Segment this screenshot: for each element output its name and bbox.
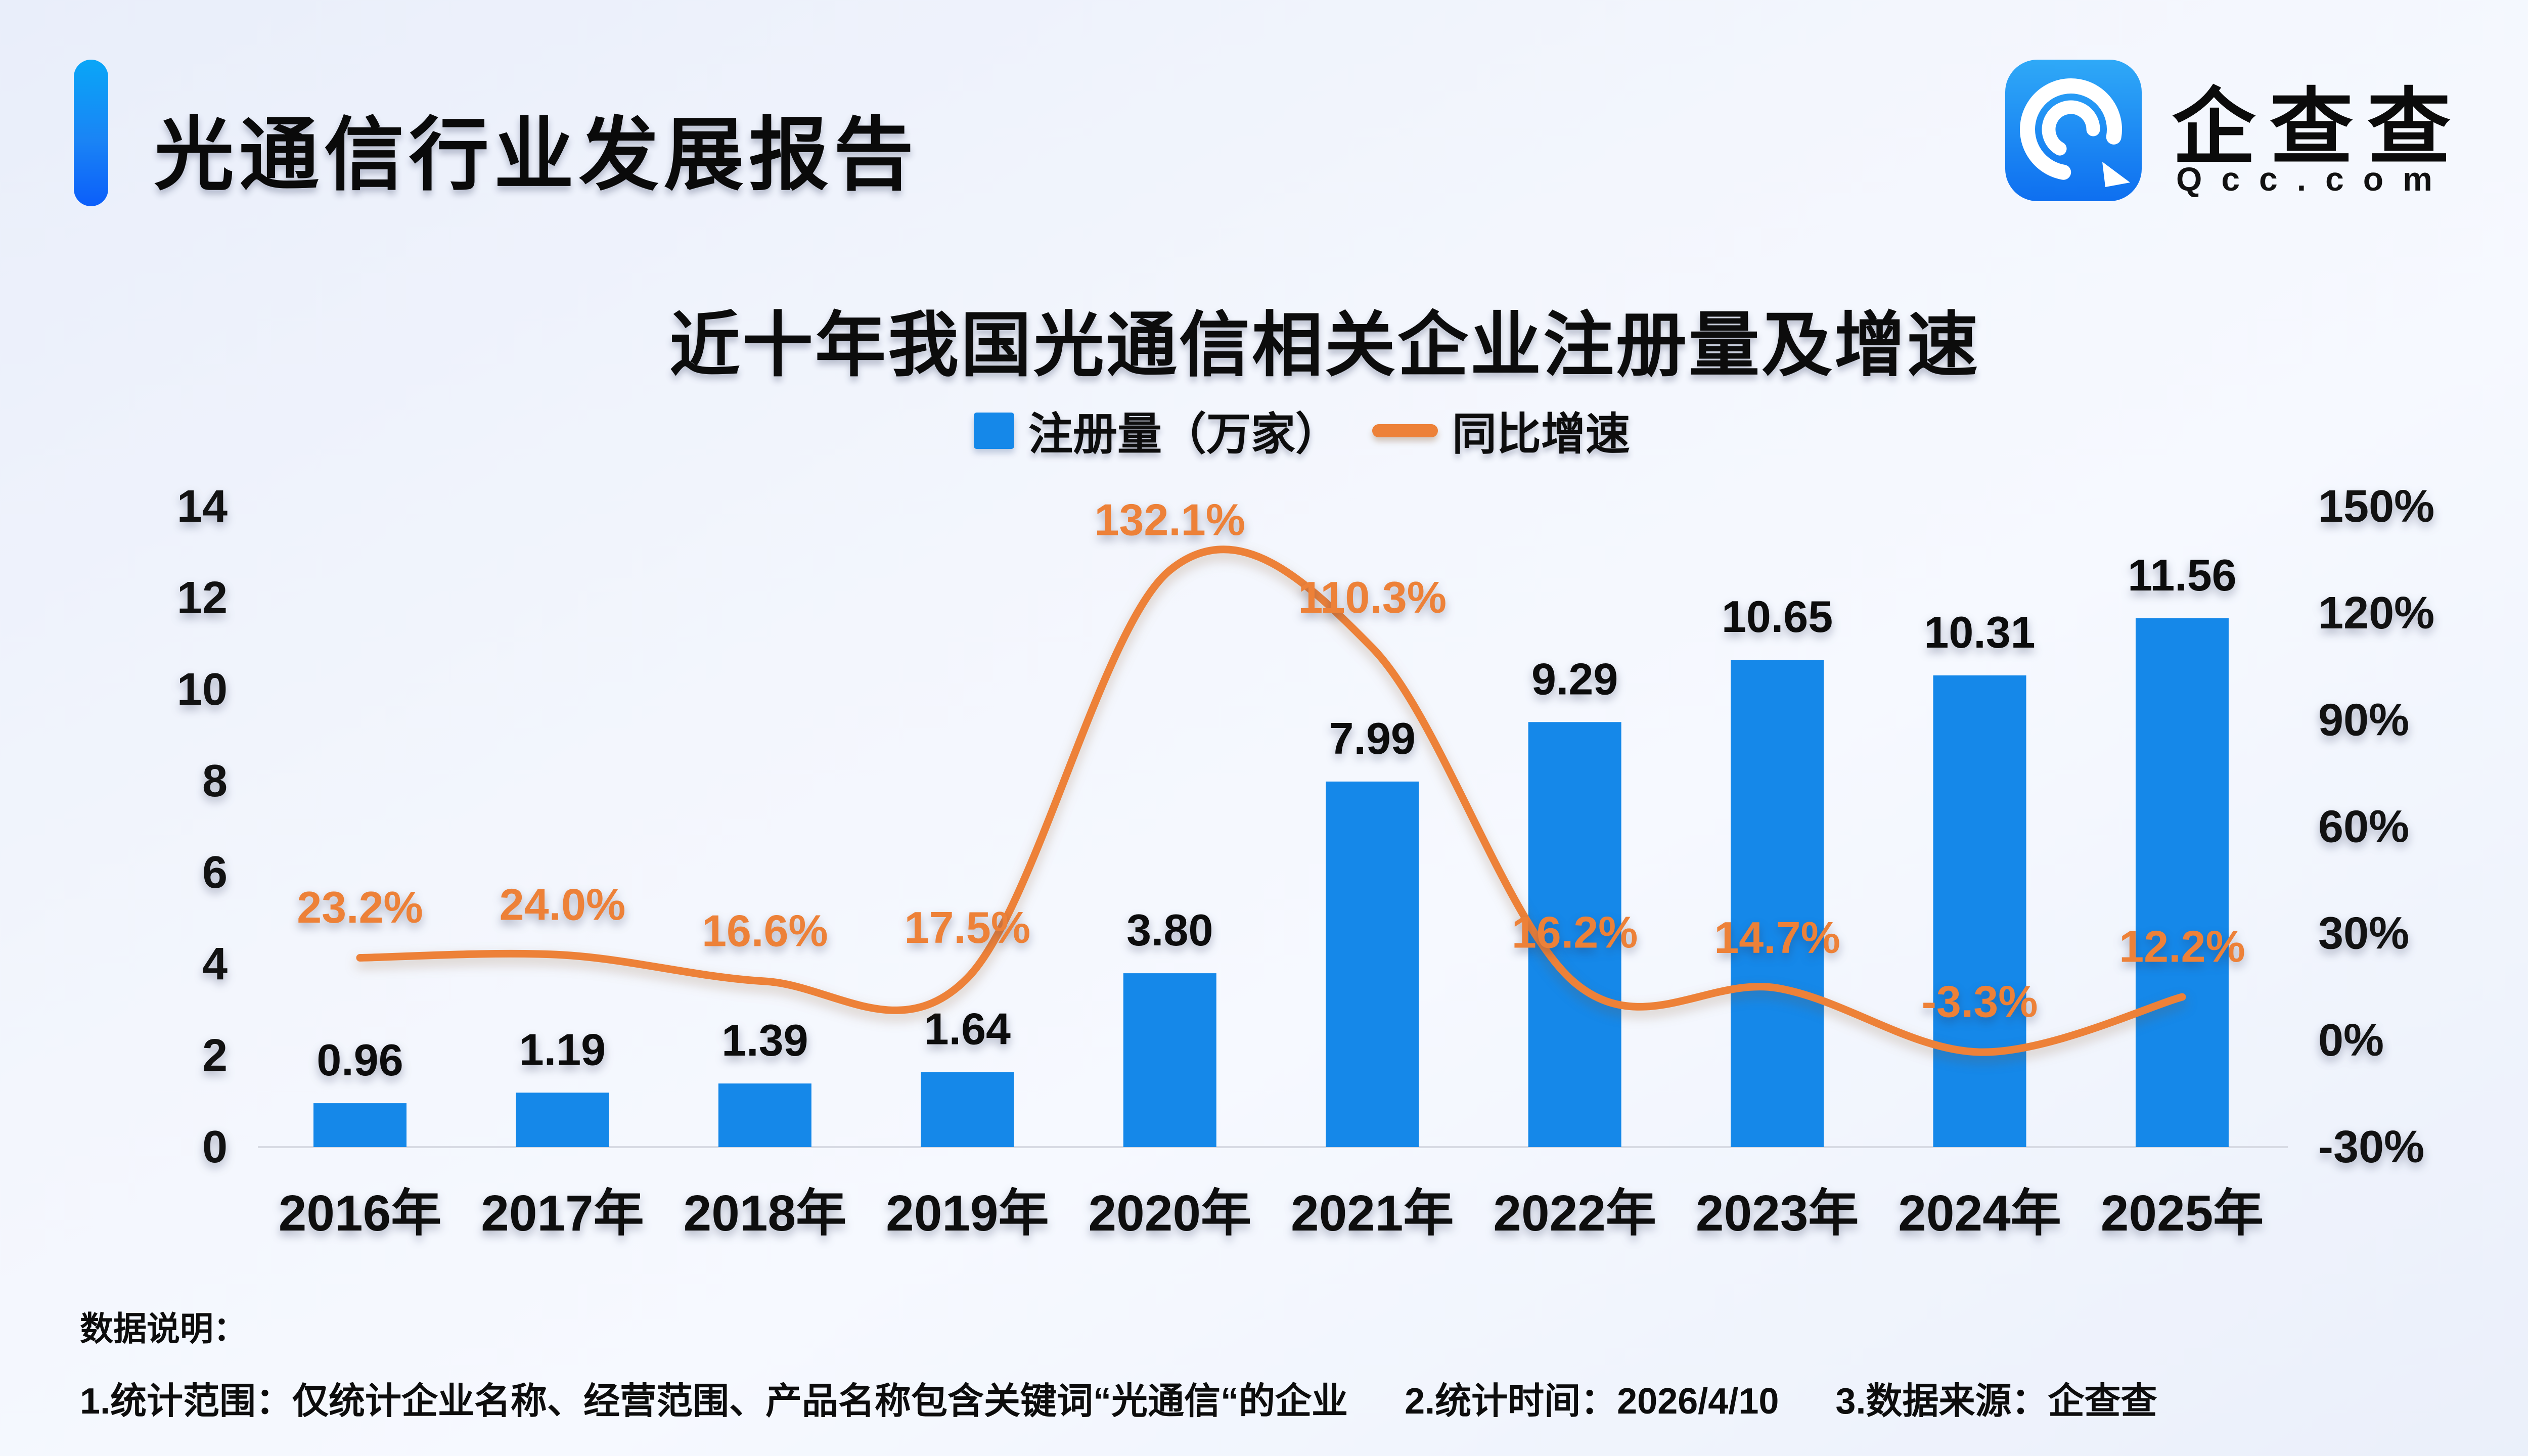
y-left-tick-label: 2 — [202, 1030, 228, 1081]
y-left-tick-label: 14 — [177, 481, 228, 532]
growth-rate-label: 132.1% — [1095, 494, 1245, 544]
bar — [921, 1072, 1014, 1147]
y-right-tick-label: -30% — [2318, 1122, 2424, 1172]
growth-rate-label: 14.7% — [1714, 913, 1840, 963]
qcc-logo: 企查查 Qcc.com — [2005, 60, 2480, 206]
footer-note-date: 2.统计时间：2026/4/10 — [1405, 1381, 1779, 1422]
legend-line-label: 同比增速 — [1452, 409, 1631, 459]
x-axis-label: 2017年 — [481, 1185, 644, 1242]
bar — [1933, 675, 2026, 1147]
bar-value-label: 9.29 — [1531, 654, 1618, 704]
y-left-tick-label: 4 — [202, 939, 228, 989]
bar — [2135, 618, 2229, 1147]
bar-value-label: 1.64 — [924, 1004, 1011, 1054]
y-left-tick-label: 0 — [202, 1122, 228, 1172]
growth-rate-label: 16.6% — [702, 905, 828, 956]
x-axis-label: 2024年 — [1898, 1185, 2061, 1242]
bar-value-label: 7.99 — [1329, 713, 1416, 763]
logo-domain-text: Qcc.com — [2176, 160, 2452, 198]
chart-legend: 注册量（万家） 同比增速 — [973, 398, 1630, 463]
legend-bar-label: 注册量（万家） — [1028, 409, 1340, 459]
bar — [1731, 660, 1824, 1147]
growth-rate-label: 24.0% — [500, 879, 626, 929]
growth-rate-label: 16.2% — [1512, 907, 1638, 957]
bar — [1123, 973, 1216, 1147]
x-axis-label: 2019年 — [886, 1185, 1049, 1242]
bar-value-label: 3.80 — [1126, 905, 1213, 955]
bar — [1528, 722, 1621, 1147]
y-right-tick-label: 90% — [2318, 695, 2409, 745]
y-right-tick-label: 150% — [2318, 481, 2434, 532]
footer-note-source: 3.数据来源：企查查 — [1835, 1381, 2157, 1422]
title-accent-bar — [74, 60, 108, 206]
y-right-tick-label: 60% — [2318, 802, 2409, 852]
x-axis-label: 2021年 — [1291, 1185, 1454, 1242]
bar-value-label: 0.96 — [317, 1035, 403, 1085]
logo-inner-c — [2042, 100, 2100, 159]
bar-value-label: 1.19 — [519, 1024, 606, 1074]
legend-item-registrations: 注册量（万家） — [973, 398, 1340, 463]
growth-rate-label: 12.2% — [2119, 921, 2245, 971]
footer-heading: 数据说明： — [80, 1310, 247, 1347]
chart-title: 近十年我国光通信相关企业注册量及增速 — [669, 305, 1980, 385]
legend-bar-swatch — [973, 412, 1014, 449]
legend-item-growth: 同比增速 — [1372, 398, 1630, 463]
y-left-tick-label: 6 — [202, 847, 228, 898]
logo-q-tail — [2102, 162, 2130, 187]
y-right-tick-label: 0% — [2318, 1015, 2384, 1066]
page-title: 光通信行业发展报告 — [154, 111, 919, 200]
bar — [516, 1093, 609, 1147]
growth-rate-label: 110.3% — [1298, 572, 1447, 622]
bar-value-label: 11.56 — [2128, 550, 2236, 600]
logo-brand-text: 企查查 — [2172, 81, 2465, 174]
y-left-tick-label: 12 — [177, 573, 228, 623]
growth-rate-label: -3.3% — [1922, 977, 2038, 1027]
y-right-tick-label: 30% — [2318, 908, 2409, 959]
footer-note-scope: 1.统计范围：仅统计企业名称、经营范围、产品名称包含关键词“光通信“的企业 — [80, 1381, 1348, 1422]
x-axis-label: 2016年 — [279, 1185, 441, 1242]
y-left-tick-label: 8 — [202, 756, 228, 806]
legend-line-swatch — [1372, 424, 1438, 437]
x-axis-label: 2018年 — [684, 1185, 846, 1242]
x-axis-label: 2020年 — [1089, 1185, 1251, 1242]
bar — [313, 1103, 407, 1147]
y-left-tick-label: 10 — [177, 664, 228, 715]
footer-notes: 1.统计范围：仅统计企业名称、经营范围、产品名称包含关键词“光通信“的企业 2.统… — [80, 1371, 2214, 1424]
growth-rate-line — [356, 545, 2186, 1056]
bar-value-label: 10.65 — [1722, 592, 1833, 642]
growth-rate-label: 23.2% — [297, 882, 423, 932]
qcc-logo-icon — [2005, 60, 2142, 201]
growth-rate-label: 17.5% — [905, 902, 1031, 952]
x-axis-label: 2023年 — [1696, 1185, 1859, 1242]
y-right-tick-label: 120% — [2318, 588, 2434, 639]
bar — [1326, 781, 1419, 1147]
logo-outer-c — [2019, 78, 2122, 180]
bar — [718, 1083, 811, 1147]
bar-value-label: 1.39 — [721, 1015, 808, 1065]
bar-value-label: 10.31 — [1924, 607, 2035, 657]
x-axis-label: 2022年 — [1493, 1185, 1656, 1242]
x-axis-label: 2025年 — [2101, 1185, 2264, 1242]
